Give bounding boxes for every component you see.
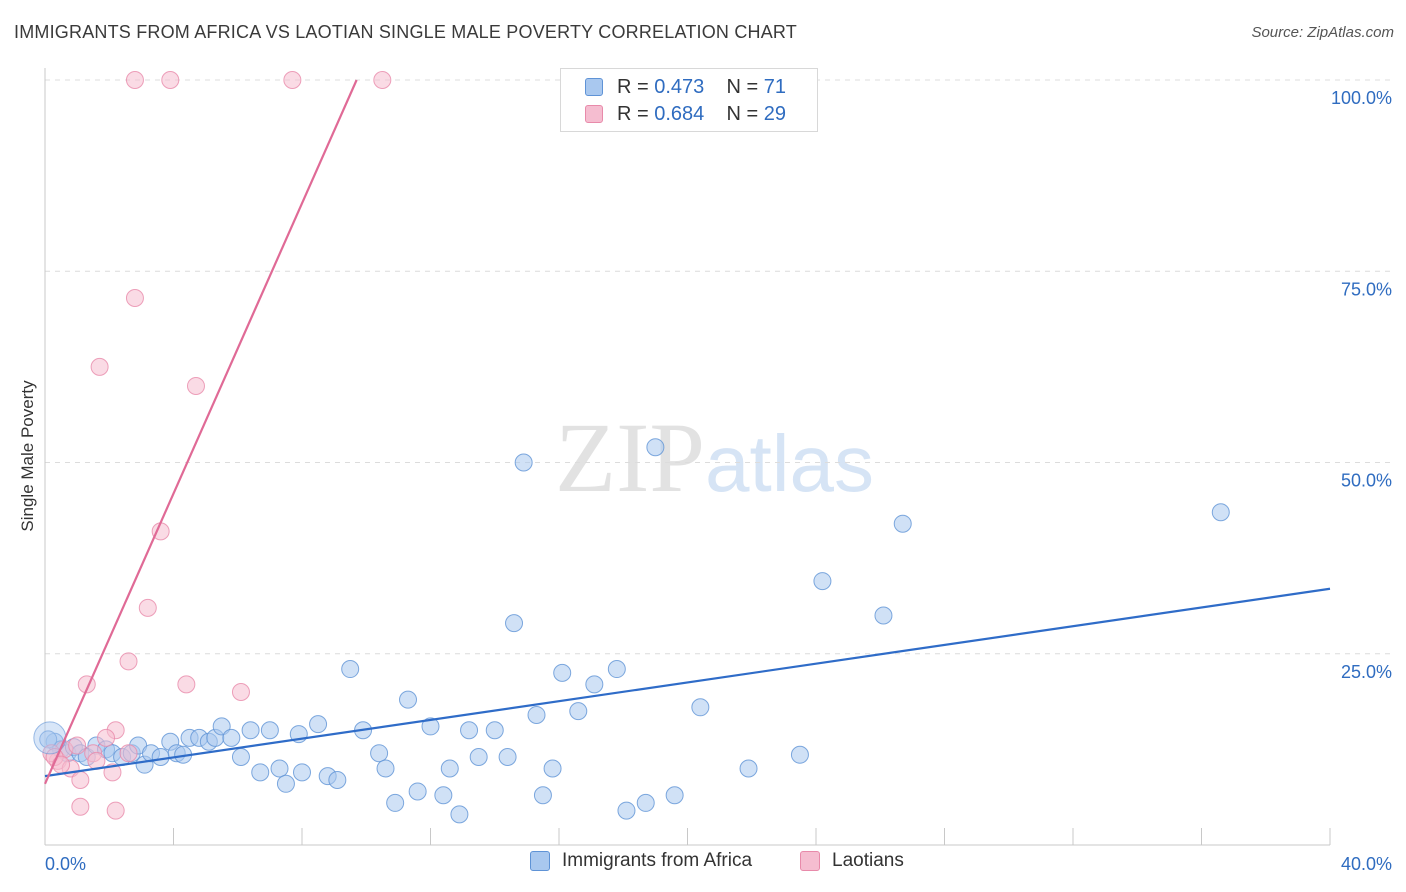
watermark-atlas: atlas [705, 419, 874, 508]
point-africa [469, 748, 488, 767]
y-tick-label: 50.0% [1341, 471, 1392, 491]
legend-r-label: R = [617, 102, 649, 125]
chart-source: Source: ZipAtlas.com [1251, 24, 1394, 41]
point-africa [399, 690, 418, 709]
point-africa [376, 759, 395, 778]
point-africa [370, 744, 389, 763]
point-laotians [161, 71, 180, 89]
point-africa [739, 759, 758, 778]
point-laotians [125, 289, 144, 308]
trendline-laotians [43, 79, 358, 785]
series-legend-africa[interactable]: Immigrants from Africa [530, 850, 752, 872]
point-africa [569, 702, 588, 721]
series-swatch-laotians [800, 851, 820, 871]
legend-swatch-africa [585, 78, 603, 96]
point-laotians [138, 598, 157, 617]
point-africa [665, 786, 684, 805]
point-africa [498, 748, 517, 767]
point-africa [212, 717, 231, 736]
point-laotians [106, 801, 125, 820]
point-laotians [97, 728, 116, 747]
point-africa [543, 759, 562, 778]
point-africa [434, 786, 453, 805]
series-label-africa: Immigrants from Africa [562, 850, 753, 871]
point-africa [309, 715, 328, 734]
x-tick-label: 0.0% [45, 854, 86, 874]
point-africa [408, 782, 427, 801]
point-africa [241, 721, 260, 740]
stats-legend: R = 0.473 N = 71 R = 0.684 N = 29 [560, 68, 818, 132]
legend-n-label: N = [726, 75, 759, 98]
point-laotians [177, 675, 196, 694]
point-africa [260, 721, 279, 740]
point-laotians [119, 652, 138, 671]
point-africa [341, 660, 360, 679]
series-legend-laotians[interactable]: Laotians [800, 850, 904, 872]
point-laotians [231, 683, 250, 701]
point-africa [617, 801, 636, 820]
legend-r-value: 0.684 [654, 102, 705, 125]
point-laotians [68, 736, 87, 755]
point-africa [485, 721, 504, 740]
point-africa [460, 721, 479, 740]
point-africa [1211, 503, 1230, 522]
legend-n-value: 29 [763, 102, 787, 125]
watermark: ZIPatlas [555, 400, 874, 515]
point-laotians [71, 770, 90, 789]
point-africa [450, 805, 469, 824]
legend-n-label: N = [726, 102, 759, 125]
point-africa [386, 793, 405, 812]
point-africa [813, 572, 832, 591]
y-tick-label: 100.0% [1331, 88, 1392, 108]
point-africa [151, 748, 170, 767]
point-africa [585, 675, 604, 694]
point-africa [251, 763, 270, 782]
watermark-zip: ZIP [555, 402, 705, 513]
point-africa [505, 614, 524, 633]
point-laotians [373, 71, 392, 89]
point-laotians [125, 71, 144, 89]
point-africa [533, 786, 552, 805]
point-africa [874, 606, 893, 625]
point-laotians [283, 71, 302, 89]
legend-row-laotians: R = 0.684 N = 29 [585, 102, 786, 126]
legend-r-label: R = [617, 75, 649, 98]
legend-row-africa: R = 0.473 N = 71 [585, 75, 786, 99]
legend-swatch-laotians [585, 105, 603, 123]
point-africa [636, 793, 655, 812]
legend-r-value: 0.473 [654, 75, 705, 98]
y-tick-label: 75.0% [1341, 279, 1392, 299]
series-label-laotians: Laotians [832, 850, 904, 871]
point-africa [527, 705, 546, 724]
point-africa [607, 660, 626, 679]
point-africa [646, 438, 665, 457]
point-africa [790, 745, 809, 764]
point-africa [276, 774, 295, 793]
legend-n-value: 71 [763, 75, 787, 98]
series-swatch-africa [530, 851, 550, 871]
point-laotians [90, 357, 109, 376]
point-africa [553, 663, 572, 682]
y-tick-label: 25.0% [1341, 662, 1392, 682]
point-africa [514, 453, 533, 472]
point-africa [421, 717, 440, 736]
point-africa [893, 514, 912, 533]
point-africa [293, 763, 311, 782]
point-africa [231, 748, 250, 767]
x-tick-label: 40.0% [1341, 854, 1392, 874]
point-africa [270, 759, 289, 778]
point-laotians [103, 763, 122, 782]
point-laotians [119, 744, 138, 763]
point-africa [328, 770, 347, 789]
trendline-africa [44, 587, 1331, 778]
point-africa [691, 698, 710, 717]
series-legend: Immigrants from Africa Laotians [0, 850, 1406, 878]
point-africa [222, 728, 241, 747]
chart-title: IMMIGRANTS FROM AFRICA VS LAOTIAN SINGLE… [14, 22, 798, 42]
point-laotians [186, 377, 205, 395]
point-laotians [71, 797, 90, 816]
point-africa [440, 759, 459, 778]
